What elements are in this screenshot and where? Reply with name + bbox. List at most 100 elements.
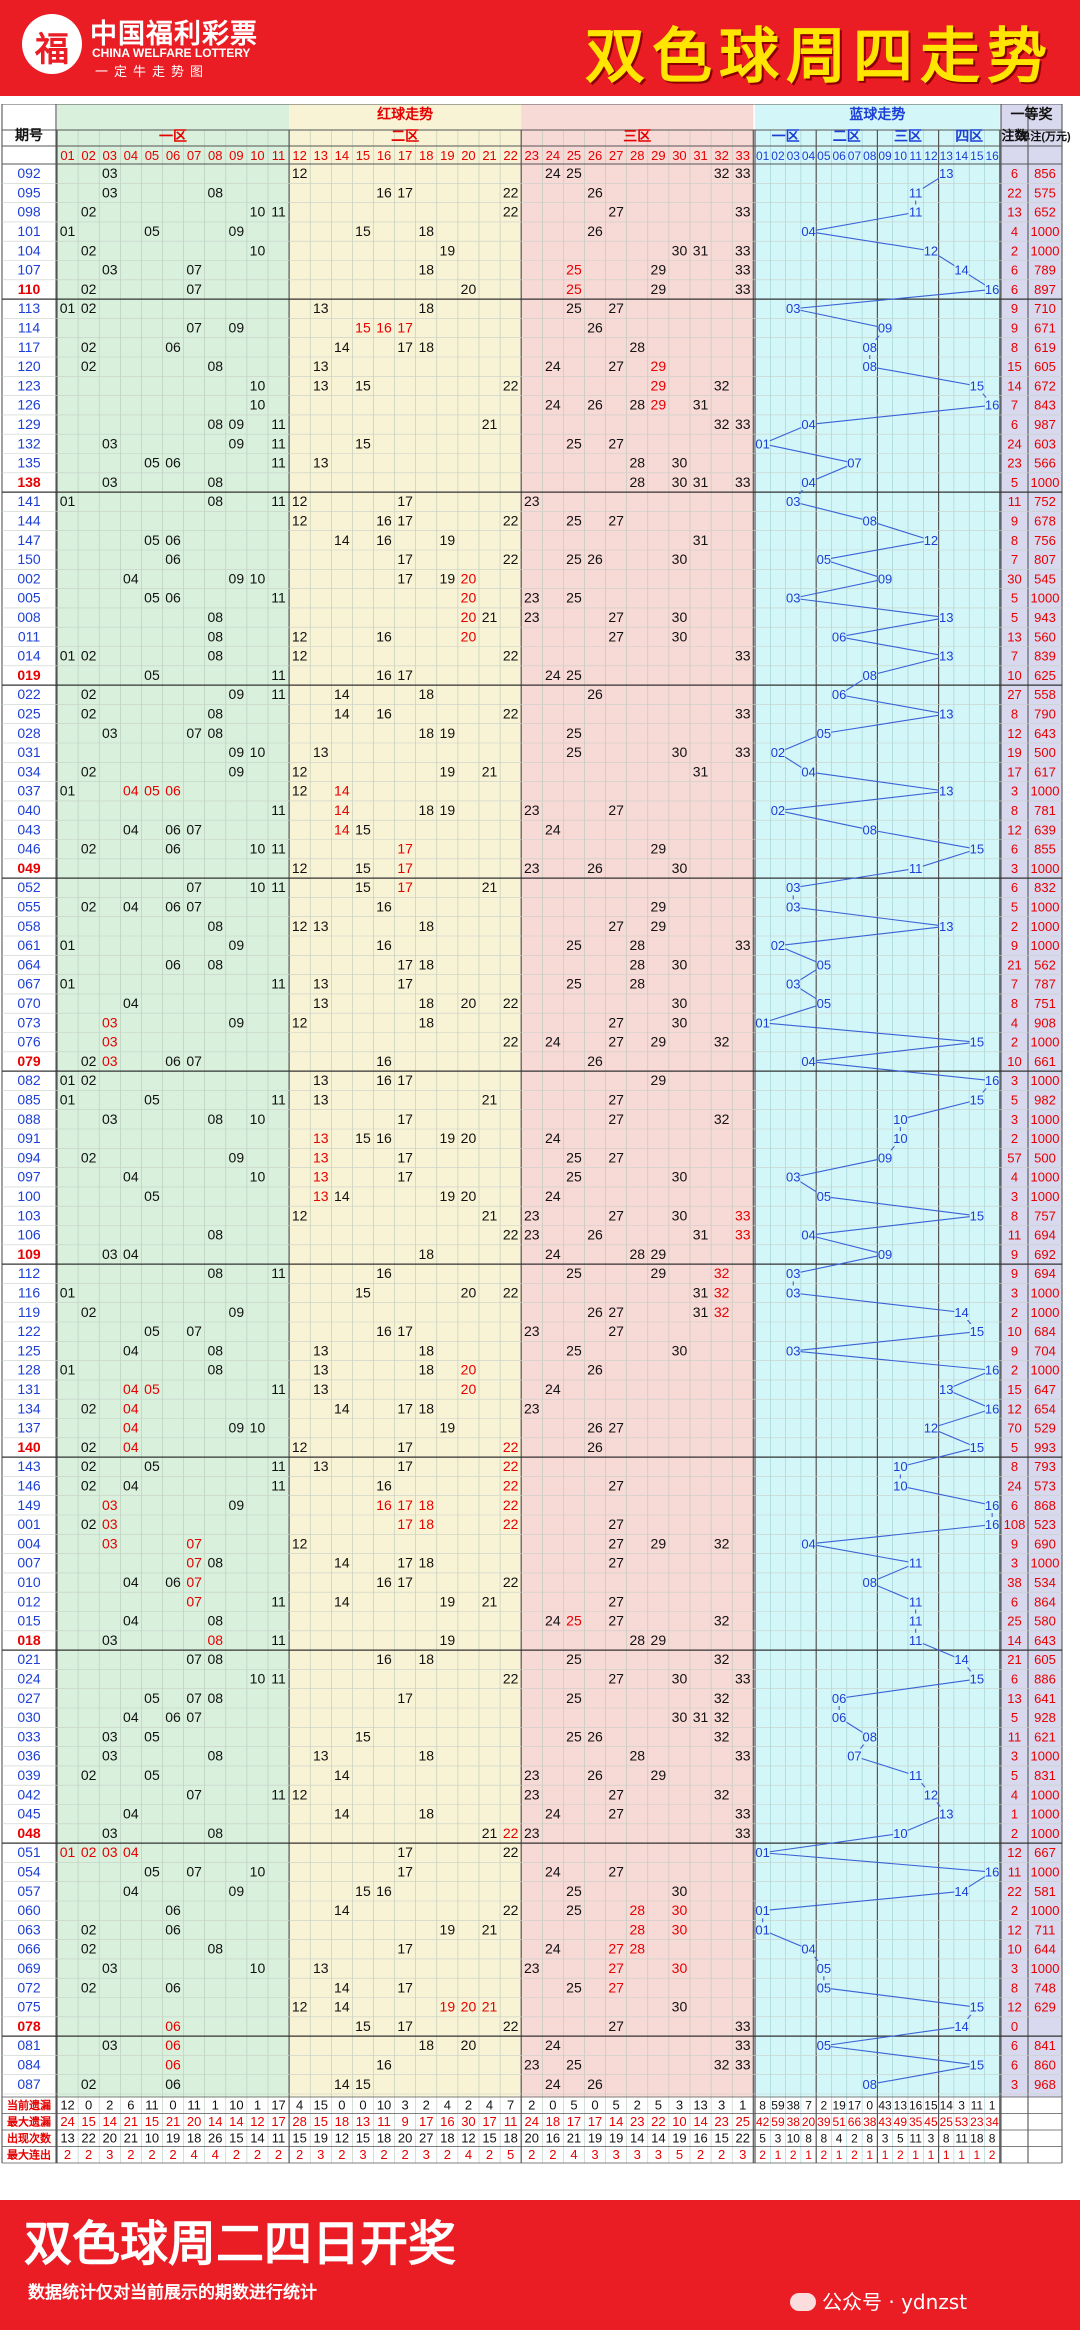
blue-ball-backdrop [939, 1806, 954, 1822]
red-ball-number: 20 [461, 995, 477, 1011]
red-ball-number: 23 [524, 609, 540, 625]
prize-count-cell: 23 [1007, 456, 1021, 471]
stats-red-value: 21 [124, 2131, 138, 2146]
red-ball-number: 06 [165, 898, 181, 914]
watermark-text: 公众号 · ydnzst [822, 2290, 968, 2314]
red-ball-number: 25 [566, 1902, 582, 1918]
prize-count-cell: 14 [1007, 1633, 1021, 1648]
red-ball-number: 19 [440, 1188, 456, 1204]
red-ball-number: 01 [60, 1362, 76, 1378]
blue-ball-number: 14 [954, 263, 968, 278]
red-ball-number: 18 [418, 686, 434, 702]
red-ball-number: 17 [397, 1516, 413, 1532]
red-ball-number: 32 [714, 1111, 730, 1127]
blue-ball-backdrop [847, 1748, 862, 1764]
stats-blue-value: 1 [866, 2148, 873, 2162]
red-ball-number: 08 [207, 493, 223, 509]
red-ball-number: 02 [81, 648, 97, 664]
red-ball-number: 25 [566, 1265, 582, 1281]
red-ball-number: 01 [60, 300, 76, 316]
red-ball-number: 17 [397, 512, 413, 528]
red-ball-number: 08 [207, 1555, 223, 1571]
blue-trend-header: 蓝球走势 [849, 106, 905, 122]
red-ball-number: 10 [250, 744, 266, 760]
red-ball-number: 07 [186, 1574, 202, 1590]
red-ball-number: 18 [418, 300, 434, 316]
stats-blue-value: 2 [821, 2148, 828, 2162]
red-ball-number: 02 [81, 300, 97, 316]
blue-ball-backdrop [862, 339, 877, 355]
red-ball-number: 23 [524, 802, 540, 818]
blue-ball-backdrop [862, 359, 877, 375]
blue-ball-backdrop [832, 1710, 847, 1726]
stats-blue-value: 59 [771, 2115, 785, 2129]
red-ball-number: 30 [672, 628, 688, 644]
red-ball-number: 25 [566, 1883, 582, 1899]
red-ball-number: 03 [102, 1844, 118, 1860]
red-ball-number: 02 [81, 1400, 97, 1416]
period-cell: 132 [17, 435, 41, 451]
red-ball-number: 32 [714, 1786, 730, 1802]
prize-count-cell: 10 [1007, 1324, 1021, 1339]
red-ball-number: 17 [397, 339, 413, 355]
red-ball-number: 26 [587, 1439, 603, 1455]
prize-count-cell: 108 [1004, 1517, 1026, 1532]
red-ball-number: 10 [250, 1670, 266, 1686]
prize-count-cell: 12 [1007, 1845, 1021, 1860]
red-column-label: 20 [461, 148, 475, 163]
red-ball-number: 02 [81, 1072, 97, 1088]
red-ball-number: 24 [545, 1034, 561, 1050]
stats-red-value: 2 [528, 2098, 535, 2113]
prize-count-cell: 12 [1007, 822, 1021, 837]
stats-red-value: 3 [402, 2098, 409, 2113]
red-ball-number: 17 [397, 1497, 413, 1513]
red-ball-number: 08 [207, 1362, 223, 1378]
red-ball-number: 04 [123, 898, 139, 914]
blue-ball-number: 11 [909, 1633, 923, 1648]
blue-column-label: 14 [955, 149, 969, 163]
red-ball-number: 01 [60, 1284, 76, 1300]
red-ball-number: 24 [545, 1130, 561, 1146]
red-ball-number: 07 [186, 262, 202, 278]
red-ball-number: 04 [123, 821, 139, 837]
blue-ball-backdrop [939, 918, 954, 934]
period-cell: 012 [17, 1593, 41, 1609]
stats-red-value: 12 [250, 2114, 264, 2129]
period-cell: 092 [17, 165, 41, 181]
period-cell: 072 [17, 1979, 41, 1995]
stats-red-value: 27 [419, 2131, 433, 2146]
red-ball-number: 16 [376, 898, 392, 914]
red-ball-number: 13 [313, 1188, 329, 1204]
period-cell: 064 [17, 956, 41, 972]
red-ball-number: 06 [165, 1053, 181, 1069]
red-ball-number: 30 [672, 1342, 688, 1358]
prize-count-cell: 1 [1011, 1807, 1018, 1822]
red-ball-number: 06 [165, 2056, 181, 2072]
stats-blue-value: 0 [866, 2099, 873, 2113]
prize-amount-header: 单注(万元) [1019, 129, 1071, 143]
period-cell: 143 [17, 1458, 41, 1474]
red-ball-number: 08 [207, 609, 223, 625]
red-ball-number: 19 [440, 763, 456, 779]
prize-amount-cell: 690 [1034, 1536, 1056, 1551]
stats-red-value: 2 [423, 2098, 430, 2113]
prize-amount-cell: 534 [1034, 1575, 1056, 1590]
blue-ball-backdrop [877, 320, 893, 336]
blue-ball-backdrop [893, 1825, 908, 1842]
red-ball-number: 18 [418, 1555, 434, 1571]
red-ball-number: 09 [229, 1149, 245, 1165]
red-ball-number: 07 [186, 1651, 202, 1667]
red-ball-number: 25 [566, 744, 582, 760]
red-ball-number: 06 [165, 1902, 181, 1918]
blue-column-label: 06 [832, 149, 846, 163]
red-ball-number: 16 [376, 1477, 392, 1493]
prize-count-cell: 2 [1011, 1903, 1018, 1918]
red-ball-number: 01 [60, 783, 76, 799]
period-cell: 125 [17, 1342, 41, 1358]
red-ball-number: 26 [587, 1304, 603, 1320]
stats-blue-value: 1 [943, 2148, 950, 2162]
red-ball-number: 13 [313, 1960, 329, 1976]
blue-ball-backdrop [877, 571, 893, 587]
stats-red-value: 25 [736, 2114, 750, 2129]
